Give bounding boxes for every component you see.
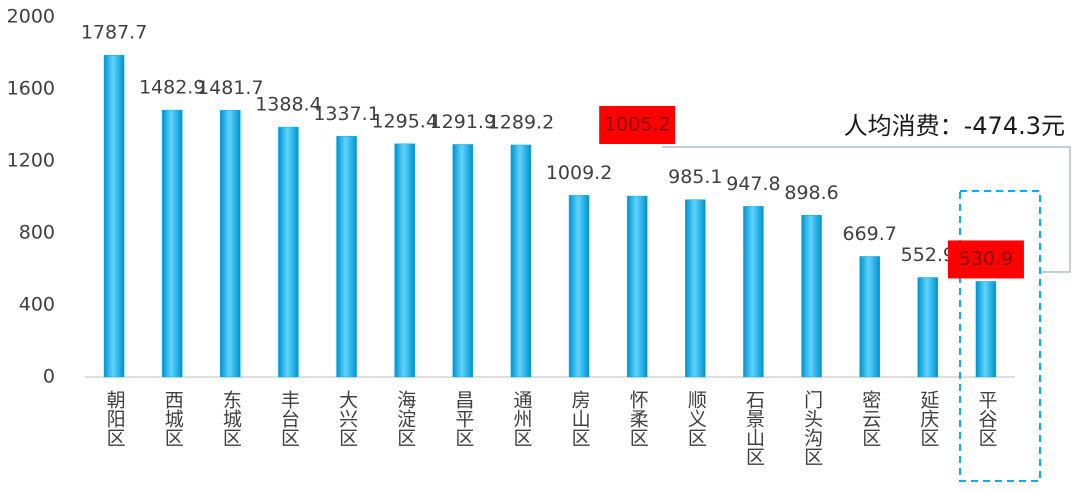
x-tick-label: 石景山区 (743, 390, 765, 466)
y-tick-label: 800 (19, 222, 55, 244)
x-tick-label: 房山区 (569, 390, 591, 447)
value-label: 1005.2 (604, 114, 670, 136)
y-tick-label: 1600 (7, 78, 55, 100)
value-label: 1481.7 (197, 77, 263, 99)
bar (626, 195, 648, 378)
value-label: 898.6 (784, 182, 838, 204)
bar (801, 215, 822, 378)
value-label: 1787.7 (81, 22, 147, 44)
annotation: 人均消费：-474.3元 (844, 112, 1065, 140)
y-tick-label: 2000 (7, 6, 55, 28)
highlight-box (959, 190, 1041, 482)
bar (452, 144, 474, 378)
bar (743, 206, 764, 378)
value-label: 1295.4 (371, 110, 437, 132)
label-highlight (947, 240, 1024, 279)
x-tick-label: 平谷区 (975, 390, 997, 447)
value-label: 985.1 (668, 166, 722, 188)
x-tick-label: 怀柔区 (627, 390, 649, 447)
bar (859, 256, 880, 378)
bar (161, 109, 183, 378)
x-tick-label: 大兴区 (336, 390, 358, 447)
x-tick-label: 昌平区 (452, 390, 474, 447)
x-tick-label: 门头沟区 (801, 390, 823, 466)
label-highlight (599, 106, 676, 144)
value-label: 1291.9 (430, 111, 496, 133)
bar (220, 110, 241, 378)
x-tick-label: 延庆区 (917, 390, 939, 447)
value-label: 669.7 (842, 223, 896, 245)
y-tick-label: 0 (43, 366, 55, 388)
value-label: 947.8 (726, 173, 780, 195)
bar (103, 54, 125, 378)
value-label: 552.9 (901, 244, 955, 266)
bar (685, 199, 706, 378)
value-label: 1009.2 (546, 162, 612, 184)
x-tick-label: 顺义区 (685, 390, 707, 447)
bar (278, 126, 299, 378)
bar (394, 143, 415, 378)
value-label: 1482.9 (139, 77, 205, 99)
bar (510, 144, 532, 378)
value-label: 1388.4 (255, 94, 321, 116)
value-label: 1337.1 (313, 103, 379, 125)
x-tick-label: 朝阳区 (104, 390, 126, 447)
x-tick-label: 通州区 (510, 390, 532, 447)
bar (917, 277, 939, 378)
x-tick-label: 丰台区 (278, 390, 300, 447)
connector (662, 146, 1071, 273)
x-tick-label: 密云区 (859, 390, 881, 447)
x-tick-label: 海淀区 (394, 390, 416, 447)
bar (568, 195, 590, 378)
x-tick-label: 东城区 (220, 390, 242, 447)
x-tick-label: 西城区 (162, 390, 184, 447)
value-label: 1289.2 (488, 111, 554, 133)
y-tick-label: 400 (19, 294, 55, 316)
value-label: 530.9 (959, 248, 1013, 270)
y-tick-label: 1200 (7, 150, 55, 172)
bar (975, 281, 997, 378)
bar (336, 136, 357, 378)
